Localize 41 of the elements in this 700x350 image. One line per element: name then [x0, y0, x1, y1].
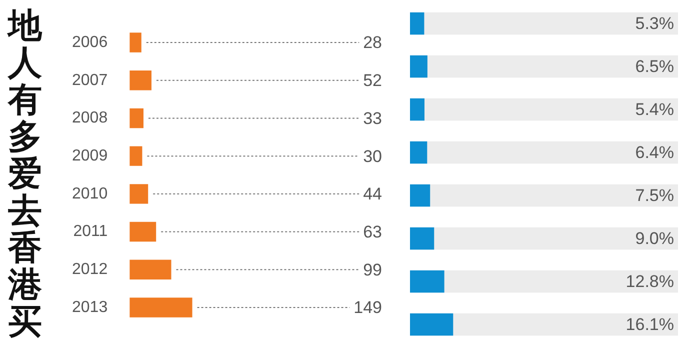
- chart-title: 地人有多爱去香港买: [8, 6, 42, 342]
- bar: [410, 270, 444, 293]
- bar: [410, 12, 424, 35]
- y-tick-label: 2011: [73, 223, 108, 240]
- y-tick-label: 2008: [72, 110, 108, 127]
- bar: [410, 55, 428, 78]
- y-tick-label: 2012: [72, 261, 108, 278]
- data-label: 52: [363, 71, 382, 90]
- data-label: 44: [363, 184, 382, 204]
- data-label: 6.5%: [635, 57, 674, 76]
- data-label: 6.4%: [635, 143, 674, 162]
- data-label: 12.8%: [626, 272, 674, 292]
- data-label: 16.1%: [626, 315, 674, 334]
- y-tick-label: 2006: [72, 34, 108, 51]
- data-label: 63: [363, 222, 382, 242]
- data-label: 99: [363, 260, 382, 280]
- data-label: 5.4%: [635, 100, 674, 120]
- bar: [130, 260, 172, 280]
- data-label: 7.5%: [635, 186, 674, 206]
- bar: [130, 108, 144, 128]
- data-label: 30: [363, 146, 382, 166]
- bar: [410, 98, 424, 121]
- data-label: 28: [363, 33, 382, 52]
- bar: [130, 298, 192, 318]
- data-label: 9.0%: [635, 229, 674, 248]
- bar: [410, 141, 428, 164]
- y-tick-label: 2010: [72, 185, 108, 202]
- data-label: 33: [363, 108, 382, 128]
- bar: [130, 184, 148, 204]
- bar: [130, 146, 142, 166]
- y-tick-label: 2009: [72, 147, 108, 164]
- bar: [410, 184, 430, 207]
- bar: [130, 70, 152, 90]
- bar: [410, 313, 454, 336]
- bar: [130, 32, 142, 52]
- y-tick-label: 2013: [72, 298, 108, 316]
- data-label: 149: [354, 298, 382, 318]
- bar: [130, 222, 156, 242]
- y-tick-label: 2007: [72, 72, 108, 89]
- bar: [410, 227, 434, 250]
- data-label: 5.3%: [635, 14, 674, 34]
